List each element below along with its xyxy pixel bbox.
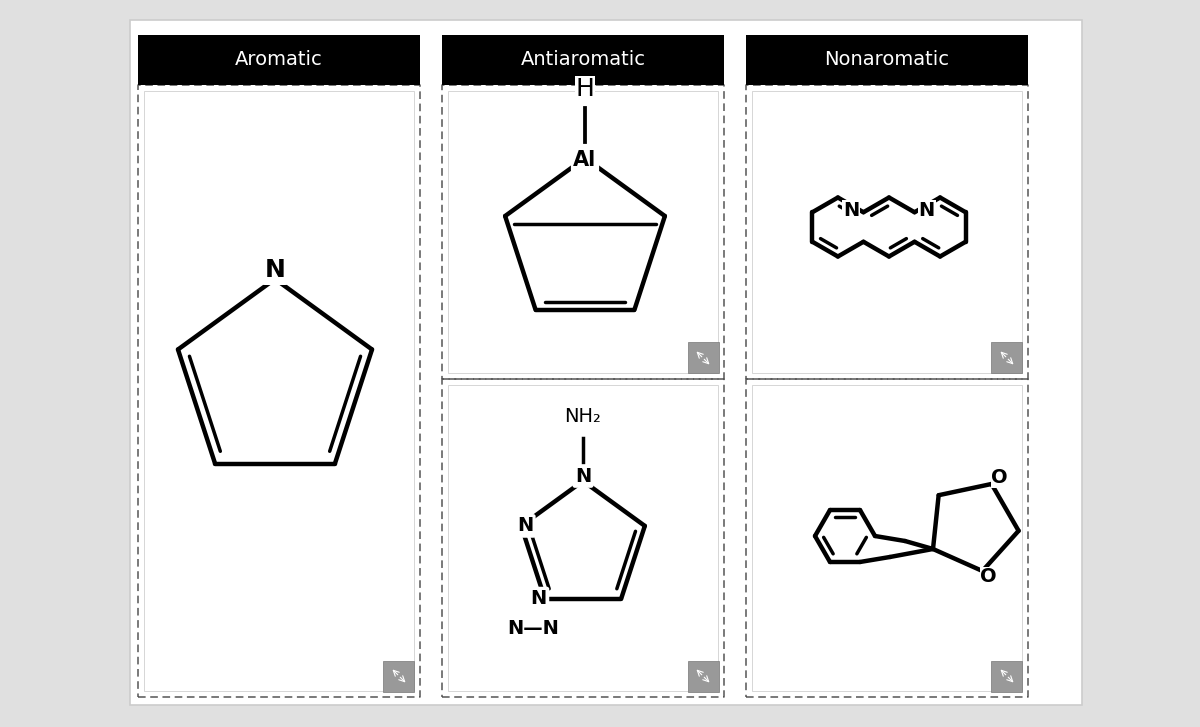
Polygon shape (752, 91, 1022, 373)
Polygon shape (138, 35, 420, 85)
Polygon shape (384, 661, 414, 691)
Polygon shape (130, 20, 1082, 705)
Polygon shape (144, 91, 414, 691)
Polygon shape (991, 342, 1022, 374)
Polygon shape (752, 385, 1022, 691)
Text: NH₂: NH₂ (564, 408, 601, 427)
Text: Nonaromatic: Nonaromatic (824, 50, 949, 70)
Text: Antiaromatic: Antiaromatic (521, 50, 646, 70)
Text: N: N (918, 201, 935, 220)
Text: N: N (530, 589, 547, 608)
Polygon shape (448, 91, 718, 373)
Text: Al: Al (574, 150, 596, 170)
Text: N: N (517, 516, 533, 535)
Text: N: N (844, 201, 859, 220)
Polygon shape (991, 661, 1022, 691)
Text: Aromatic: Aromatic (235, 50, 323, 70)
Polygon shape (688, 342, 719, 374)
Polygon shape (688, 661, 719, 691)
Text: H: H (576, 77, 594, 101)
Polygon shape (442, 35, 724, 85)
Text: N: N (264, 258, 286, 282)
Text: O: O (991, 468, 1008, 488)
Text: N: N (575, 467, 592, 486)
Polygon shape (448, 385, 718, 691)
Text: O: O (980, 568, 997, 587)
Text: N—N: N—N (508, 619, 559, 638)
Polygon shape (746, 35, 1028, 85)
